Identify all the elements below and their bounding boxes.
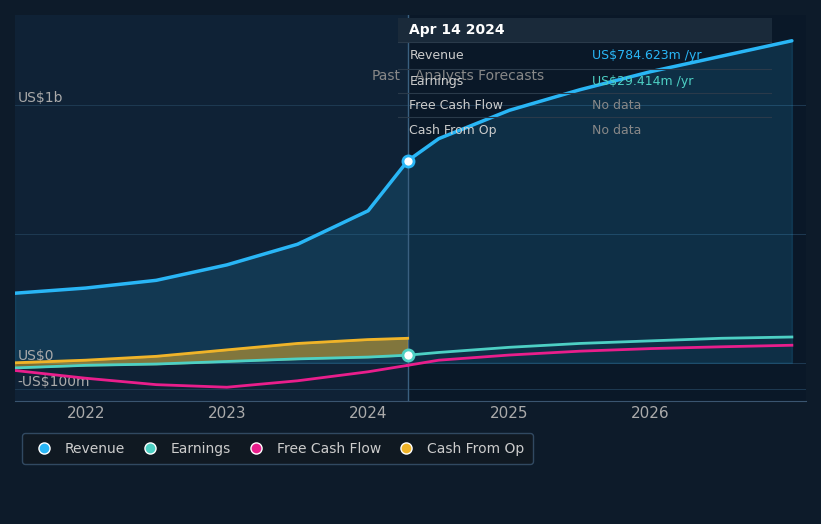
Text: Cash From Op: Cash From Op xyxy=(410,124,497,137)
Text: US$29.414m /yr: US$29.414m /yr xyxy=(593,74,694,88)
Text: US$1b: US$1b xyxy=(18,91,63,105)
Text: No data: No data xyxy=(593,99,642,112)
Bar xyxy=(408,15,806,401)
Text: Revenue: Revenue xyxy=(410,49,464,62)
Bar xyxy=(15,15,408,401)
Text: Apr 14 2024: Apr 14 2024 xyxy=(410,24,505,37)
Legend: Revenue, Earnings, Free Cash Flow, Cash From Op: Revenue, Earnings, Free Cash Flow, Cash … xyxy=(22,433,533,464)
Text: Earnings: Earnings xyxy=(410,74,464,88)
Bar xyxy=(398,18,772,42)
Text: -US$100m: -US$100m xyxy=(18,375,90,388)
Text: Analysts Forecasts: Analysts Forecasts xyxy=(415,69,544,83)
Text: No data: No data xyxy=(593,124,642,137)
Text: US$784.623m /yr: US$784.623m /yr xyxy=(593,49,702,62)
Text: US$0: US$0 xyxy=(18,349,54,363)
Text: Free Cash Flow: Free Cash Flow xyxy=(410,99,503,112)
Text: Past: Past xyxy=(372,69,401,83)
